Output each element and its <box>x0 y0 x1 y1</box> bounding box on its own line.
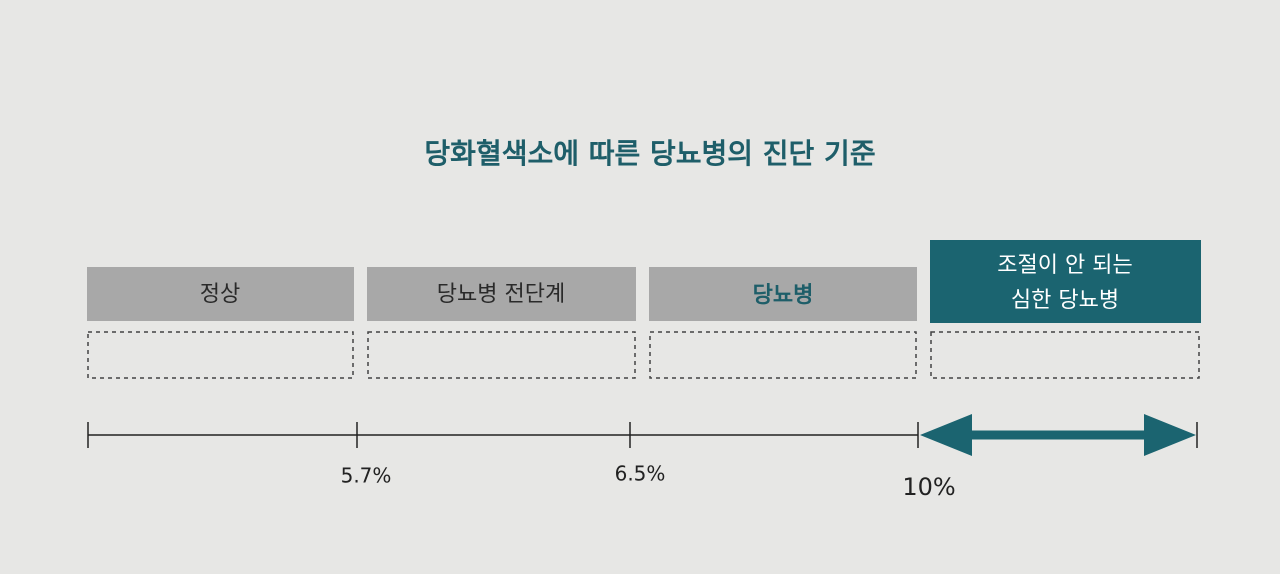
stage-box <box>367 267 636 321</box>
threshold-label: 5.7% <box>341 464 392 488</box>
axis <box>87 422 1198 448</box>
threshold-label: 10% <box>902 473 955 501</box>
arrow-head <box>920 414 972 456</box>
double-arrow <box>920 414 1196 456</box>
stage-label: 당뇨병 전단계 <box>437 282 565 307</box>
dashed-box <box>649 331 917 379</box>
stage-label: 심한 당뇨병 <box>1011 288 1119 313</box>
title: 당화혈색소에 따른 당뇨병의 진단 기준 <box>424 137 875 170</box>
dashed-box <box>930 331 1200 379</box>
stage-box <box>649 267 917 321</box>
stage-box <box>87 267 354 321</box>
dashed-boxes <box>87 331 1200 379</box>
stage-label: 정상 <box>200 282 240 307</box>
dashed-box <box>367 331 636 379</box>
threshold-label: 6.5% <box>615 462 666 486</box>
stage-box <box>930 240 1201 323</box>
stage-label: 당뇨병 <box>753 283 814 308</box>
dashed-box <box>87 331 354 379</box>
arrow-head <box>1144 414 1196 456</box>
stage-label: 조절이 안 되는 <box>997 253 1132 278</box>
